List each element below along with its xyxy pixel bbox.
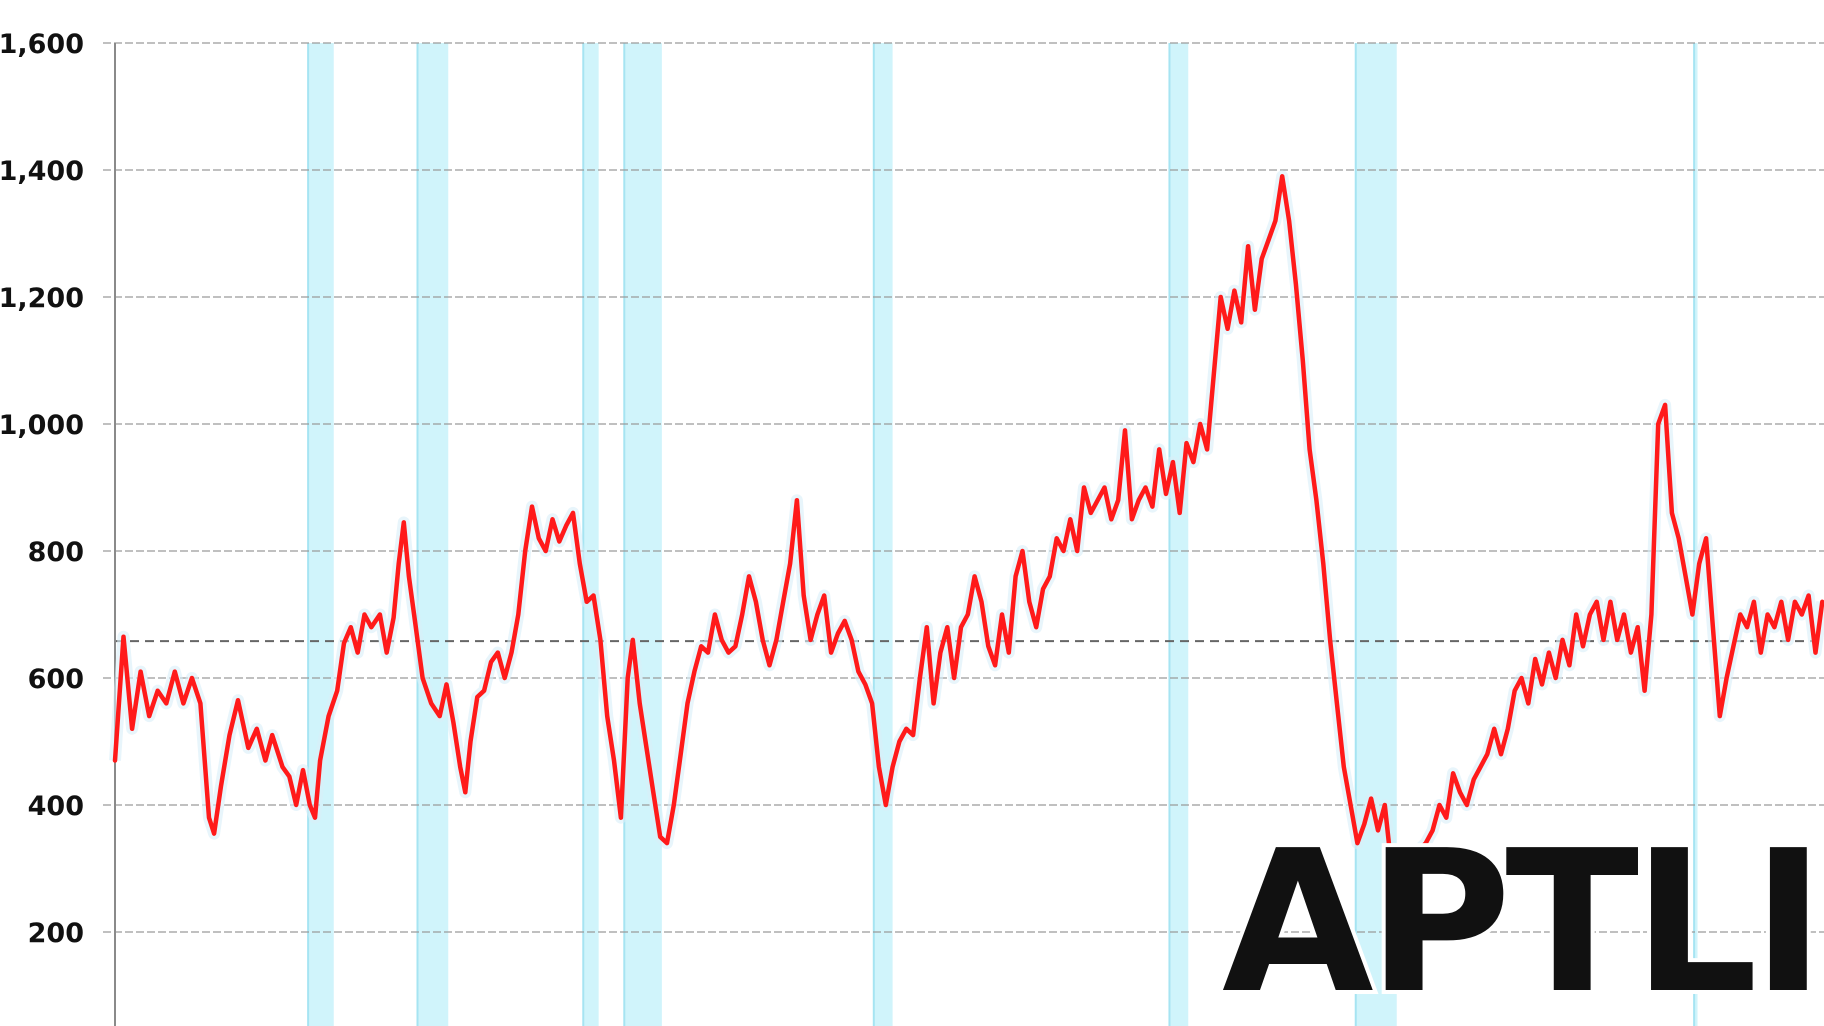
shaded-band-7 [1694, 43, 1698, 1026]
y-tick-label: 200 [28, 918, 84, 949]
y-tick-label: 1,000 [0, 410, 84, 441]
shaded-band-3 [624, 43, 662, 1026]
y-tick-label: 1,400 [0, 156, 84, 187]
gridlines [103, 42, 1824, 933]
series-layer [109, 170, 1824, 913]
y-tick-label: 400 [28, 791, 84, 822]
y-tick-label: 1,200 [0, 283, 84, 314]
watermark-logo: APTLIE [1222, 809, 1824, 1026]
shaded-band-5 [1169, 43, 1189, 1026]
y-tick-label: 800 [28, 537, 84, 568]
shaded-band-2 [583, 43, 599, 1026]
shaded-band-0 [308, 43, 334, 1026]
shaded-band-1 [417, 43, 449, 1026]
series-line [112, 174, 1824, 909]
shaded-band-4 [873, 43, 893, 1026]
series-line-glow [109, 170, 1824, 913]
y-tick-label: 600 [28, 664, 84, 695]
y-axis-tick-labels: 1,600 1,400 1,200 1,000 800 600 400 200 [0, 29, 84, 949]
y-tick-label: 1,600 [0, 29, 84, 60]
